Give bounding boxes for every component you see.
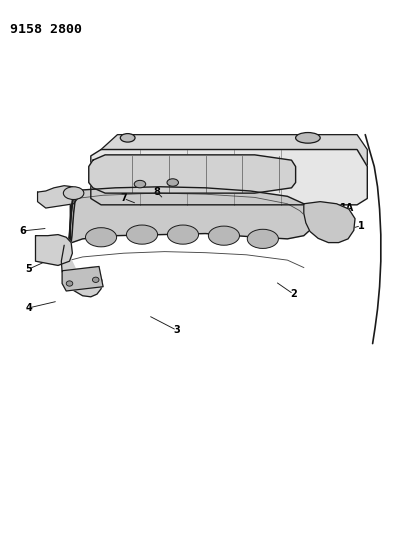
- Ellipse shape: [296, 133, 320, 143]
- Ellipse shape: [127, 225, 157, 244]
- Ellipse shape: [167, 179, 178, 186]
- Ellipse shape: [66, 281, 73, 286]
- Ellipse shape: [167, 225, 199, 244]
- Text: 1A: 1A: [339, 203, 354, 213]
- Ellipse shape: [208, 226, 240, 245]
- Text: 2: 2: [290, 289, 297, 299]
- Polygon shape: [62, 266, 103, 291]
- Polygon shape: [91, 150, 367, 205]
- Ellipse shape: [120, 134, 135, 142]
- Text: 3: 3: [173, 325, 180, 335]
- Text: 6: 6: [20, 226, 27, 236]
- Polygon shape: [304, 201, 355, 243]
- Ellipse shape: [85, 228, 117, 247]
- Text: 7: 7: [120, 193, 127, 204]
- Polygon shape: [60, 187, 312, 269]
- Polygon shape: [101, 135, 367, 166]
- Polygon shape: [37, 185, 78, 208]
- Polygon shape: [89, 155, 296, 193]
- Text: 4: 4: [25, 303, 32, 313]
- Text: 8: 8: [153, 187, 160, 197]
- Text: 5: 5: [25, 264, 32, 274]
- Ellipse shape: [134, 180, 145, 188]
- Text: 1: 1: [358, 221, 365, 231]
- Ellipse shape: [247, 229, 278, 248]
- Polygon shape: [35, 235, 72, 265]
- Ellipse shape: [92, 277, 99, 282]
- Ellipse shape: [63, 187, 84, 199]
- Polygon shape: [61, 245, 102, 297]
- Text: 9158 2800: 9158 2800: [10, 23, 82, 36]
